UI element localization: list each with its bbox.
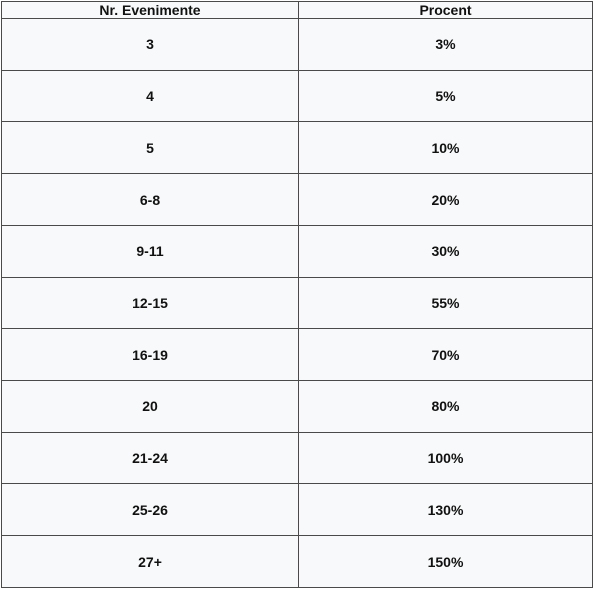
table-row: 21-24 100% (1, 431, 593, 485)
events-cell: 25-26 (1, 483, 299, 537)
table-row: 27+ 150% (1, 535, 593, 588)
events-cell: 16-19 (1, 328, 299, 382)
events-cell: 21-24 (1, 431, 299, 485)
table-row: 9-11 30% (1, 224, 593, 278)
events-cell: 9-11 (1, 224, 299, 278)
header-row: Nr. Evenimente Procent (1, 1, 593, 19)
percent-cell: 55% (298, 276, 593, 330)
events-cell: 3 (1, 18, 299, 71)
percent-cell: 10% (298, 121, 593, 175)
table-header: Nr. Evenimente Procent (1, 1, 593, 19)
events-cell: 6-8 (1, 173, 299, 226)
events-cell: 20 (1, 380, 299, 433)
percent-cell: 20% (298, 173, 593, 226)
percent-cell: 70% (298, 328, 593, 382)
events-cell: 5 (1, 121, 299, 175)
percent-cell: 5% (298, 69, 593, 123)
column-header-percent: Procent (298, 1, 593, 19)
percent-cell: 3% (298, 18, 593, 71)
table-row: 4 5% (1, 69, 593, 123)
events-cell: 27+ (1, 535, 299, 588)
table-row: 12-15 55% (1, 276, 593, 330)
table-row: 25-26 130% (1, 483, 593, 537)
percent-cell: 30% (298, 224, 593, 278)
events-cell: 4 (1, 69, 299, 123)
percent-cell: 130% (298, 483, 593, 537)
percent-cell: 150% (298, 535, 593, 588)
table-body: 3 3% 4 5% 5 10% 6-8 20% 9-11 30% 12-15 5… (1, 18, 593, 588)
percent-cell: 80% (298, 380, 593, 433)
table-row: 3 3% (1, 18, 593, 71)
percent-cell: 100% (298, 431, 593, 485)
table-row: 16-19 70% (1, 328, 593, 382)
table-row: 6-8 20% (1, 173, 593, 226)
table-row: 20 80% (1, 380, 593, 433)
table-row: 5 10% (1, 121, 593, 175)
column-header-events: Nr. Evenimente (1, 1, 299, 19)
events-cell: 12-15 (1, 276, 299, 330)
